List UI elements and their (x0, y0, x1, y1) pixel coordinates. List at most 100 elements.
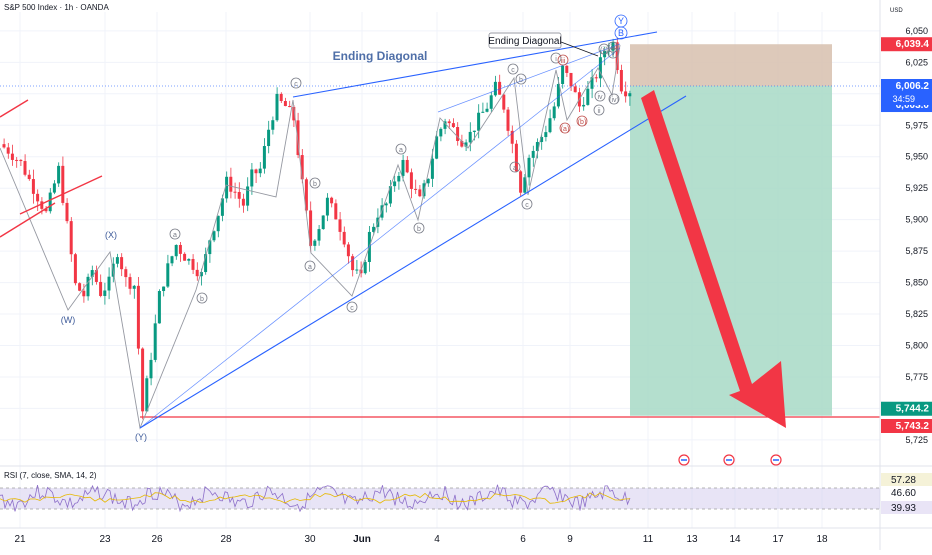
price-label-badge (881, 79, 932, 94)
candle (514, 143, 518, 172)
y-tick-label: 5,925 (905, 183, 928, 193)
y-tick-label: 6,050 (905, 26, 928, 36)
candle (414, 188, 418, 190)
candle (309, 210, 313, 246)
candle (178, 244, 182, 254)
currency-label: USD (890, 8, 903, 14)
candle (510, 130, 514, 144)
candle (477, 112, 481, 131)
candle (447, 121, 451, 124)
candle (472, 130, 476, 132)
candle (456, 127, 460, 141)
wave-label-ring (521, 198, 533, 210)
price-label: 5,743.2 (896, 421, 930, 432)
candle (94, 270, 98, 282)
candle (149, 359, 153, 379)
wave-label: v (611, 51, 615, 58)
candle (52, 183, 56, 193)
candle (346, 244, 350, 257)
x-tick-label: 9 (567, 534, 573, 545)
candle (523, 177, 527, 193)
candle (300, 155, 304, 180)
wave-label-ring (290, 77, 302, 89)
wave-label-ring (557, 54, 569, 66)
candle (397, 175, 401, 182)
candle (136, 285, 140, 349)
candle (527, 157, 531, 178)
candle (199, 272, 203, 277)
lower-trendline[interactable] (139, 95, 687, 429)
wave-label: c (511, 67, 515, 74)
wave-label-ring (309, 177, 321, 189)
candle (535, 141, 539, 151)
inner-trendline (437, 43, 621, 113)
price-label-badge (881, 418, 932, 433)
candle (145, 378, 149, 412)
candle (19, 159, 23, 162)
candle (594, 77, 598, 79)
candle (99, 281, 103, 296)
countdown-label: 34:59 (892, 94, 915, 104)
candle (57, 165, 61, 184)
candle (254, 169, 258, 174)
candle (506, 109, 510, 131)
x-tick-label: 4 (434, 534, 440, 545)
y-tick-label: 6,025 (905, 57, 928, 67)
stop-loss-zone[interactable] (630, 44, 832, 87)
candle (2, 144, 6, 148)
candle (422, 183, 426, 197)
candle (174, 244, 178, 257)
upper-trendline[interactable] (292, 31, 658, 98)
projection-arrow[interactable] (641, 90, 786, 428)
candle (225, 176, 229, 199)
red-trendline[interactable] (0, 202, 56, 238)
price-label: 6,003.0 (896, 100, 930, 111)
rsi-value-badge (881, 501, 932, 514)
x-tick-label: 17 (772, 534, 784, 545)
annotation-text: Ending Diagonal (488, 36, 561, 47)
wave-label-ring (550, 52, 562, 64)
candle (73, 254, 77, 284)
wave-label: a (513, 165, 517, 172)
candle (78, 283, 82, 291)
y-tick-label: 5,975 (905, 120, 928, 130)
candle (498, 81, 502, 95)
y-tick-label: 5,875 (905, 246, 928, 256)
rsi-value-label: 46.60 (891, 488, 916, 499)
x-tick-label: 23 (99, 534, 111, 545)
rsi-value-label: 57.28 (891, 475, 916, 486)
candle (69, 221, 73, 255)
wave-label: (iv) (609, 97, 619, 104)
wave-label-ring (413, 222, 425, 234)
candle (191, 258, 195, 270)
candle (65, 202, 69, 222)
candle (430, 158, 434, 179)
rsi-line (0, 484, 631, 513)
candle (216, 215, 220, 232)
wave-label-ring (598, 43, 610, 55)
candle (393, 181, 397, 187)
annotation-box[interactable] (488, 32, 562, 49)
candle (556, 83, 560, 107)
wave-label: B (618, 28, 624, 38)
candle (208, 240, 212, 255)
candle (275, 93, 279, 121)
candle (317, 229, 321, 241)
price-label: 6,006.2 (896, 81, 930, 92)
countdown-badge (881, 93, 932, 106)
red-trendline[interactable] (19, 175, 103, 215)
candle (468, 131, 472, 143)
candle (296, 120, 300, 156)
candle (10, 153, 14, 160)
chart-title: S&P 500 Index · 1h · OANDA (4, 3, 109, 12)
candle (220, 198, 224, 216)
candle (334, 203, 338, 220)
candle (409, 172, 413, 189)
y-tick-label: 5,850 (905, 278, 928, 288)
candle (271, 120, 275, 130)
red-trendline[interactable] (0, 99, 29, 118)
candle (166, 263, 170, 287)
wave-label-ring (614, 26, 628, 40)
candle (233, 191, 237, 193)
